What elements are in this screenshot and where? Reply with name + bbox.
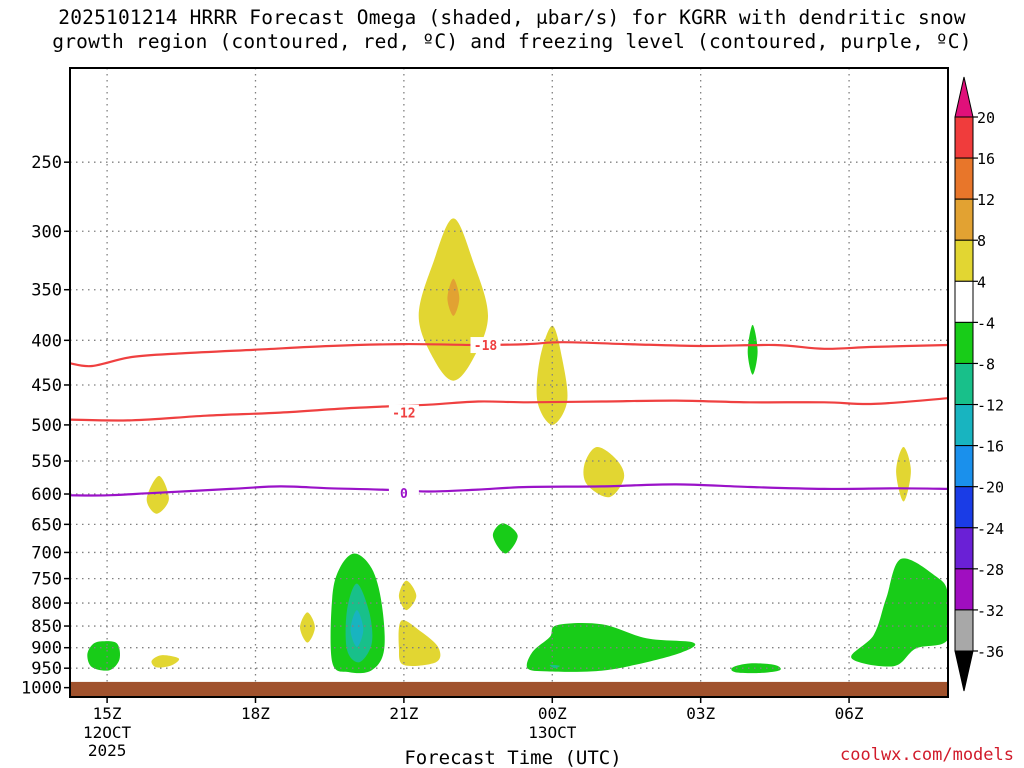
omega-positive-4-8-near-16z <box>146 475 169 514</box>
colorbar-label-8: 8 <box>977 232 986 250</box>
colorbar-bin-12-16 <box>954 157 974 200</box>
chart-title-line-1: 2025101214 HRRR Forecast Omega (shaded, … <box>58 6 966 29</box>
x-tick-sublabel-12OCT: 12OCT <box>83 723 132 742</box>
y-tick-label-1000: 1000 <box>21 679 62 699</box>
y-tick-label-400: 400 <box>31 331 62 351</box>
omega-negative-4-8-near-04z-low <box>731 663 781 674</box>
colorbar-bin--12--8 <box>954 362 974 406</box>
omega-positive-4-8-near-21z-mid <box>398 580 417 611</box>
plot-border <box>69 67 949 698</box>
grid-layer <box>70 68 948 697</box>
colorbar-label--32: -32 <box>977 602 1004 620</box>
colorbar-top-arrow <box>954 76 974 118</box>
y-tick-label-450: 450 <box>31 376 62 396</box>
freezing-level-contour-0-label-bg <box>388 484 419 501</box>
colorbar-label-16: 16 <box>977 150 995 168</box>
colorbar-bin--24--20 <box>954 486 974 529</box>
colorbar-bin-16-20 <box>954 116 974 159</box>
omega-positive-4-8-near-07z <box>896 447 911 502</box>
omega-negative-8-12-dot-00z <box>549 664 560 669</box>
omega-positive-4-8-near-01z <box>583 446 625 498</box>
colorbar-label--16: -16 <box>977 438 1004 456</box>
y-tick-label-300: 300 <box>31 222 62 242</box>
colorbar-label-4: 4 <box>977 273 986 291</box>
y-tick-label-850: 850 <box>31 617 62 637</box>
colorbar-bin--8--4 <box>954 321 974 364</box>
y-tick-label-250: 250 <box>31 153 62 173</box>
omega-negative-4-8-near-07z-low <box>851 558 948 667</box>
colorbar-bottom-arrow <box>954 650 974 692</box>
y-tick-label-700: 700 <box>31 543 62 563</box>
omega-shading-layer <box>87 218 948 674</box>
freezing-level-contour-0-label: 0 <box>400 487 408 502</box>
x-tick-label-18Z: 18Z <box>241 704 270 723</box>
y-tick-label-550: 550 <box>31 452 62 472</box>
colorbar-bin-8-12 <box>954 198 974 241</box>
dgz-contour--12 <box>70 397 948 422</box>
x-tick-label-06Z: 06Z <box>835 704 864 723</box>
omega-negative-4-8-near-23z <box>492 523 518 554</box>
colorbar-bin--20--16 <box>954 445 974 488</box>
x-tick-label-21Z: 21Z <box>389 704 418 723</box>
dgz-contour--18 <box>70 341 948 368</box>
y-tick-label-900: 900 <box>31 639 62 659</box>
colorbar-bin--36--32 <box>954 609 974 652</box>
colorbar-label--12: -12 <box>977 397 1004 415</box>
colorbar-bin--4-4 <box>954 280 974 323</box>
colorbar-label--24: -24 <box>977 520 1004 538</box>
colorbar-label--28: -28 <box>977 561 1004 579</box>
chart-title-line-2: growth region (contoured, red, ºC) and f… <box>52 30 972 53</box>
y-tick-label-950: 950 <box>31 659 62 679</box>
x-axis-label: Forecast Time (UTC) <box>404 747 621 768</box>
y-tick-label-350: 350 <box>31 281 62 301</box>
omega-positive-4-8-near-16z-low <box>151 655 180 668</box>
contour-layer: -18 -12 0 <box>70 337 948 502</box>
ground-surface <box>70 681 948 697</box>
colorbar-bin--28--24 <box>954 527 974 570</box>
omega-negative-12-16-core-20z <box>350 610 364 647</box>
y-tick-label-650: 650 <box>31 515 62 535</box>
colorbar-bin-4-8 <box>954 239 974 282</box>
x-tick-label-03Z: 03Z <box>686 704 715 723</box>
x-tick-label-00Z: 00Z <box>538 704 567 723</box>
y-tick-label-600: 600 <box>31 485 62 505</box>
colorbar-label--8: -8 <box>977 355 995 373</box>
colorbar-label-12: 12 <box>977 191 995 209</box>
colorbar: 20 16 12 8 4 -4 -8 -12 -16 -20 -24 -28 -32 -36 <box>954 76 1004 692</box>
x-tick-sublabel-13OCT: 13OCT <box>528 723 577 742</box>
dgz-contour--18-label: -18 <box>474 339 498 354</box>
colorbar-bin--32--28 <box>954 568 974 611</box>
credit-link[interactable]: coolwx.com/models <box>840 745 1014 765</box>
x-tick-sublabel-2025: 2025 <box>88 741 127 760</box>
colorbar-bin--16--12 <box>954 404 974 447</box>
colorbar-label--4: -4 <box>977 314 995 332</box>
chart-title: 2025101214 HRRR Forecast Omega (shaded, … <box>0 6 1024 54</box>
omega-positive-4-8-near-19z <box>300 612 315 643</box>
dgz-contour--12-label-bg <box>388 404 419 421</box>
freezing-level-contour-0 <box>70 483 948 497</box>
omega-positive-8-12-core-22z <box>447 278 460 316</box>
omega-negative-4-8-near-04z <box>747 324 758 375</box>
y-tick-label-750: 750 <box>31 570 62 590</box>
dgz-contour--12-label: -12 <box>392 407 415 422</box>
ground-layer <box>70 681 948 697</box>
y-tick-label-500: 500 <box>31 416 62 436</box>
colorbar-label--36: -36 <box>977 643 1004 661</box>
y-axis: 2503003504004505005506006507007508008509… <box>21 153 70 699</box>
colorbar-label-20: 20 <box>977 109 995 127</box>
dgz-contour--18-label-bg <box>470 337 501 354</box>
omega-negative-4-8-near-15z <box>87 641 121 671</box>
colorbar-label--20: -20 <box>977 479 1004 497</box>
y-tick-label-800: 800 <box>31 594 62 614</box>
omega-positive-4-8-near-21z-low <box>398 620 441 666</box>
x-tick-label-15Z: 15Z <box>93 704 122 723</box>
